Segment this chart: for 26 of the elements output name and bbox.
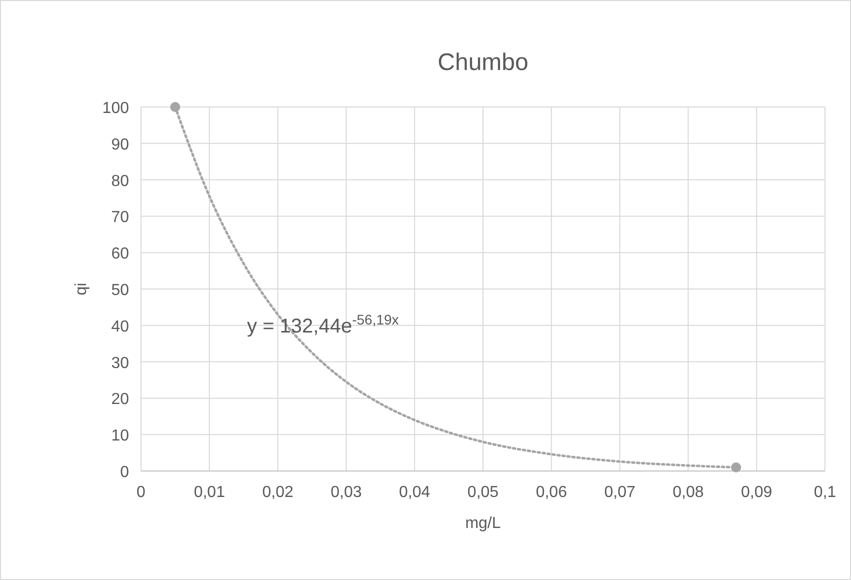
x-tick-label: 0,08 xyxy=(672,484,704,501)
y-tick-label: 20 xyxy=(111,391,130,408)
x-tick-label: 0,01 xyxy=(194,484,226,501)
x-axis-title: mg/L xyxy=(465,515,501,532)
y-tick-label: 30 xyxy=(111,354,130,372)
y-tick-label: 90 xyxy=(111,136,130,154)
x-tick-label: 0,07 xyxy=(604,484,636,501)
y-axis-title: qi xyxy=(73,282,90,296)
x-tick-label: 0 xyxy=(136,484,146,501)
y-tick-label: 80 xyxy=(111,172,130,190)
x-tick-label: 0,06 xyxy=(536,484,568,501)
chart-title: Chumbo xyxy=(438,49,528,76)
x-tick-label: 0,03 xyxy=(330,484,362,501)
y-tick-label: 60 xyxy=(111,246,130,263)
x-tick-label: 0,09 xyxy=(741,484,772,501)
x-tick-label: 0,05 xyxy=(467,484,499,501)
annotation: y = 132,44e$^{-56,19x}$ xyxy=(247,312,399,338)
y-tick-label: 50 xyxy=(111,282,130,299)
y-tick-label: 10 xyxy=(111,428,130,445)
y-tick-label: 40 xyxy=(111,318,130,336)
x-tick-label: 0,04 xyxy=(399,484,430,501)
x-tick-label: 0,1 xyxy=(814,484,836,501)
y-tick-label: 70 xyxy=(111,209,130,226)
y-tick-label: 100 xyxy=(102,100,130,117)
x-tick-label: 0,02 xyxy=(262,484,294,501)
y-tick-label: 0 xyxy=(120,464,130,481)
